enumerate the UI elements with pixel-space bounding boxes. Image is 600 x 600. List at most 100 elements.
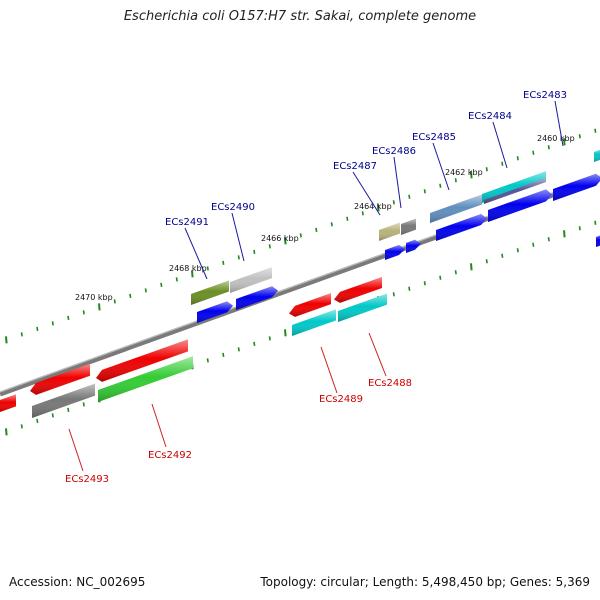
gene-feature-ecs2493[interactable] <box>32 383 95 418</box>
gene-feature-ecs2483-blue[interactable] <box>553 173 600 201</box>
ruler-tick <box>439 275 442 280</box>
gene-feature-red-mid[interactable] <box>289 293 331 317</box>
ruler-tick <box>284 237 287 245</box>
ruler-tick <box>408 194 411 199</box>
ruler-tick <box>191 270 194 278</box>
gene-feature-red-long[interactable] <box>96 339 188 382</box>
gene-feature-ecs2491-blue[interactable] <box>197 301 233 323</box>
ruler-tick <box>268 336 271 341</box>
gene-label-ECs2492[interactable]: ECs2492 <box>148 450 192 461</box>
ruler-tick <box>299 233 302 238</box>
gene-feature-ecs2490-blue[interactable] <box>236 286 278 310</box>
gene-label-ECs2487[interactable]: ECs2487 <box>333 161 377 172</box>
gene-feature-ecs2492-shading <box>98 356 193 402</box>
ruler-tick <box>237 347 240 352</box>
ruler-tick <box>51 413 54 418</box>
gene-feature-cyan-right[interactable] <box>594 148 600 162</box>
gene-feature-ecs2488-shading <box>338 293 387 322</box>
gene-label-ECs2485[interactable]: ECs2485 <box>412 132 456 143</box>
genome-title: Escherichia coli O157:H7 str. Sakai, com… <box>123 9 477 24</box>
ruler-tick <box>237 255 240 260</box>
ruler-tick <box>175 277 178 282</box>
gene-label-ECs2484[interactable]: ECs2484 <box>468 111 512 122</box>
gene-feature-blue-edge-shading <box>596 235 600 247</box>
ruler-tick <box>253 341 256 346</box>
gene-feature-ecs2491-blue-shading <box>197 301 233 323</box>
gene-features <box>0 148 600 418</box>
gene-feature-ecs2487[interactable] <box>379 222 400 241</box>
gene-feature-red-mid-shading <box>289 293 331 317</box>
gene-label-ECs2483[interactable]: ECs2483 <box>523 90 567 101</box>
ruler-tick <box>5 336 8 344</box>
callout-lines-top <box>184 100 564 280</box>
ruler-tick <box>206 358 209 363</box>
gene-feature-ecs2486-shading <box>401 218 416 235</box>
kbp-label-2466: 2466 kbp <box>261 234 299 243</box>
gene-feature-ecs2491-shading <box>191 280 229 305</box>
ruler-tick <box>578 226 581 231</box>
gene-label-ECs2490[interactable]: ECs2490 <box>211 202 255 213</box>
gene-feature-ecs2492[interactable] <box>98 356 193 402</box>
kbp-label-2464: 2464 kbp <box>354 202 392 211</box>
gene-feature-ecs2487-blue[interactable] <box>385 245 405 260</box>
ruler-tick <box>423 189 426 194</box>
ruler-tick <box>547 237 550 242</box>
gene-feature-ecs2485-blue[interactable] <box>436 214 487 241</box>
ruler-tick <box>439 183 442 188</box>
ruler-tick <box>501 253 504 258</box>
gene-feature-ecs2493-shading <box>32 383 95 418</box>
gene-feature-red-right-shading <box>334 276 382 303</box>
gene-feature-ecs2490[interactable] <box>230 267 272 293</box>
gene-feature-blue-edge[interactable] <box>596 234 600 247</box>
ruler-tick <box>532 242 535 247</box>
ruler-tick <box>36 418 39 423</box>
gene-feature-ecs2486-blue[interactable] <box>406 239 421 253</box>
gene-feature-ecs2489[interactable] <box>292 309 336 336</box>
gene-feature-ecs2486-blue-shading <box>406 239 421 253</box>
ruler-tick <box>82 402 85 407</box>
gene-label-ECs2491[interactable]: ECs2491 <box>165 217 209 228</box>
gene-feature-ecs2493-red[interactable] <box>30 363 90 395</box>
ruler-tick <box>361 211 364 216</box>
ruler-tick <box>454 270 457 275</box>
ruler-tick <box>160 282 163 287</box>
gene-feature-red-long-shading <box>96 339 188 382</box>
ruler-tick <box>67 315 70 320</box>
gene-feature-ecs2485-shading <box>430 194 482 223</box>
kbp-label-2460: 2460 kbp <box>537 134 575 143</box>
ruler-tick <box>501 161 504 166</box>
ruler-tick <box>51 321 54 326</box>
kbp-label-2468: 2468 kbp <box>169 264 207 273</box>
ruler-tick <box>346 216 349 221</box>
gene-feature-ecs2493-red-shading <box>30 363 90 395</box>
gene-feature-ecs2487-blue-shading <box>385 245 405 260</box>
gene-label-ECs2493[interactable]: ECs2493 <box>65 474 109 485</box>
gene-feature-ecs2484-blue-shading <box>488 189 552 222</box>
ruler-tick <box>516 248 519 253</box>
gene-label-ECs2486[interactable]: ECs2486 <box>372 146 416 157</box>
ruler-tick <box>485 259 488 264</box>
gene-feature-ecs2485[interactable] <box>430 194 482 223</box>
ruler-tick <box>20 424 23 429</box>
ruler-tick <box>98 303 101 311</box>
ruler-tick <box>222 352 225 357</box>
gene-feature-ecs2491[interactable] <box>191 280 229 305</box>
ruler-tick <box>594 128 597 133</box>
gene-label-ECs2488[interactable]: ECs2488 <box>368 378 412 389</box>
gene-label-ECs2489[interactable]: ECs2489 <box>319 394 363 405</box>
ruler-tick <box>284 329 287 337</box>
ruler-ticks <box>5 128 597 436</box>
gene-feature-ecs2486[interactable] <box>401 218 416 235</box>
ruler-tick <box>222 260 225 265</box>
gene-feature-ecs2484-stripe[interactable] <box>484 177 546 204</box>
ruler-tick <box>516 156 519 161</box>
gene-feature-ecs2489-shading <box>292 309 336 336</box>
gene-feature-red-right[interactable] <box>334 276 382 303</box>
gene-feature-ecs2484-blue[interactable] <box>488 189 552 222</box>
gene-feature-ecs2488[interactable] <box>338 293 387 322</box>
ruler-tick <box>563 138 566 146</box>
gene-feature-red-left[interactable] <box>0 394 16 412</box>
ruler-tick <box>67 407 70 412</box>
